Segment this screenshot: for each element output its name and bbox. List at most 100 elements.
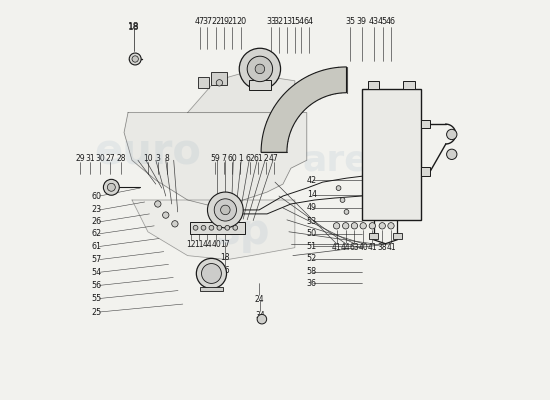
Circle shape <box>196 258 227 288</box>
Circle shape <box>255 64 265 74</box>
Circle shape <box>155 201 161 207</box>
Text: 62: 62 <box>245 154 255 163</box>
Text: 28: 28 <box>116 154 125 163</box>
Text: 50: 50 <box>307 229 317 238</box>
Text: 35: 35 <box>345 17 355 26</box>
Text: 21: 21 <box>227 17 237 26</box>
Text: 13: 13 <box>282 17 292 26</box>
Circle shape <box>129 53 141 65</box>
Text: 38: 38 <box>377 243 387 252</box>
Text: sp: sp <box>216 211 271 253</box>
Text: 32: 32 <box>274 17 284 26</box>
Text: 2: 2 <box>263 154 268 163</box>
Text: 22: 22 <box>211 17 221 26</box>
Text: 40: 40 <box>211 240 221 249</box>
Circle shape <box>214 199 236 221</box>
Text: 34: 34 <box>255 312 265 320</box>
Text: 1: 1 <box>238 154 243 163</box>
Text: 37: 37 <box>202 17 212 26</box>
Text: 45: 45 <box>378 17 388 26</box>
Circle shape <box>209 226 214 230</box>
Text: 17: 17 <box>221 240 230 249</box>
Text: 60: 60 <box>91 192 102 200</box>
Text: 44: 44 <box>202 240 212 249</box>
Text: 57: 57 <box>91 255 102 264</box>
Circle shape <box>336 186 341 190</box>
Circle shape <box>193 226 198 230</box>
Text: 40: 40 <box>358 243 368 252</box>
Text: 31: 31 <box>85 154 95 163</box>
Text: 64: 64 <box>304 17 313 26</box>
Text: 36: 36 <box>307 279 317 288</box>
Circle shape <box>217 226 222 230</box>
Text: 51: 51 <box>307 242 317 251</box>
Text: 49: 49 <box>307 204 317 212</box>
Text: 47: 47 <box>195 17 205 26</box>
Circle shape <box>369 223 376 229</box>
Text: 12: 12 <box>186 240 196 249</box>
Text: 15: 15 <box>290 17 300 26</box>
Text: 56: 56 <box>91 281 102 290</box>
Circle shape <box>221 205 230 215</box>
Circle shape <box>107 183 116 191</box>
Text: 4: 4 <box>298 17 303 26</box>
Bar <box>211 72 227 85</box>
Text: 41: 41 <box>367 243 377 252</box>
Polygon shape <box>132 200 295 260</box>
Text: 26: 26 <box>91 217 102 226</box>
Text: 23: 23 <box>91 206 102 214</box>
Bar <box>367 81 380 89</box>
Text: 58: 58 <box>307 267 317 276</box>
Text: 20: 20 <box>236 17 246 26</box>
Text: 63: 63 <box>350 243 359 252</box>
Circle shape <box>233 226 238 230</box>
Text: 30: 30 <box>95 154 105 163</box>
Circle shape <box>207 192 243 228</box>
Text: 39: 39 <box>356 17 367 26</box>
Text: 54: 54 <box>91 268 102 277</box>
Text: 46: 46 <box>386 17 396 26</box>
Text: 29: 29 <box>75 154 85 163</box>
Bar <box>403 81 415 89</box>
Bar <box>368 232 378 239</box>
Text: 61: 61 <box>254 154 263 163</box>
Text: 18: 18 <box>128 22 140 31</box>
Circle shape <box>333 223 340 229</box>
Text: 24: 24 <box>254 295 264 304</box>
Text: 25: 25 <box>91 308 102 316</box>
Bar <box>197 77 210 88</box>
Circle shape <box>239 48 280 90</box>
Circle shape <box>340 198 345 202</box>
Text: 18: 18 <box>128 23 140 32</box>
Circle shape <box>201 264 222 284</box>
Text: 41: 41 <box>332 243 342 252</box>
Circle shape <box>388 223 394 229</box>
Text: 7: 7 <box>222 154 227 163</box>
Text: 52: 52 <box>307 254 317 263</box>
Bar <box>421 120 430 128</box>
Bar <box>361 89 421 220</box>
Circle shape <box>132 56 139 62</box>
Text: 62: 62 <box>91 229 102 238</box>
Circle shape <box>225 226 230 230</box>
Circle shape <box>344 210 349 214</box>
Circle shape <box>447 129 457 140</box>
Text: 44: 44 <box>341 243 350 252</box>
Polygon shape <box>124 113 307 208</box>
Text: 60: 60 <box>228 154 238 163</box>
Text: 14: 14 <box>307 190 317 199</box>
Text: 11: 11 <box>194 240 204 249</box>
Circle shape <box>351 223 358 229</box>
Circle shape <box>360 223 366 229</box>
Text: 53: 53 <box>307 216 317 226</box>
Text: 10: 10 <box>143 154 153 163</box>
Circle shape <box>257 314 267 324</box>
Circle shape <box>247 56 273 82</box>
Text: 19: 19 <box>219 17 229 26</box>
Circle shape <box>343 223 349 229</box>
Text: 27: 27 <box>106 154 115 163</box>
Text: 47: 47 <box>269 154 279 163</box>
Text: 3: 3 <box>156 154 160 163</box>
Circle shape <box>163 212 169 218</box>
Text: euro: euro <box>95 131 201 173</box>
